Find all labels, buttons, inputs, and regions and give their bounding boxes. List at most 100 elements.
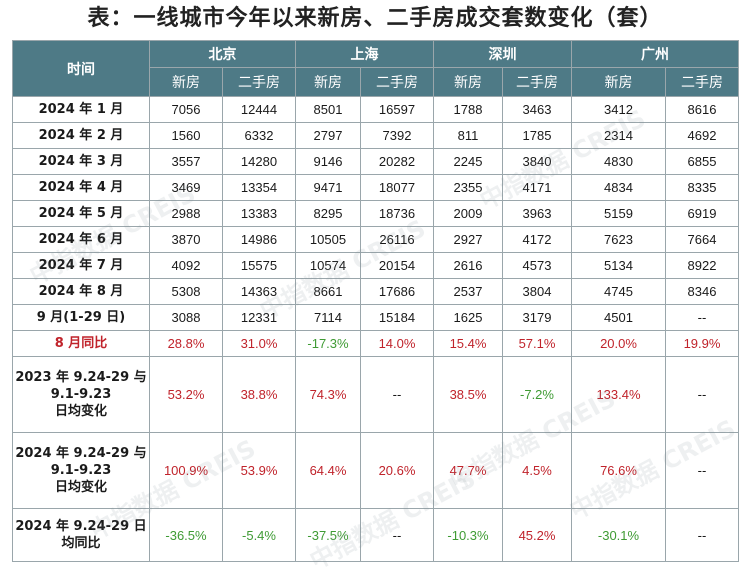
row-label-line: 9.1-9.23 xyxy=(50,463,112,478)
value-cell: 2355 xyxy=(433,174,503,201)
value-cell: 7392 xyxy=(360,122,434,149)
value-cell: 5134 xyxy=(571,252,666,279)
value-cell: 4745 xyxy=(571,278,666,305)
table-row: 2024 年 2 月 1560 6332 2797 7392 811 1785 2314 469… xyxy=(12,122,739,149)
value-cell: 8501 xyxy=(295,96,361,123)
city-header-shanghai: 上海 xyxy=(295,40,434,68)
value-cell: 12331 xyxy=(222,304,296,331)
value-cell: -- xyxy=(665,304,739,331)
value-cell: 20.0% xyxy=(571,330,666,357)
value-cell: 17686 xyxy=(360,278,434,305)
value-cell: 74.3% xyxy=(295,356,361,433)
value-cell: 9146 xyxy=(295,148,361,175)
value-cell: 2988 xyxy=(149,200,223,227)
value-cell: 3840 xyxy=(502,148,572,175)
value-cell: 57.1% xyxy=(502,330,572,357)
value-cell: -- xyxy=(665,356,739,433)
row-label-line: 2024 年 9.24-29 日 xyxy=(15,519,147,534)
sub-header-new: 新房 xyxy=(571,67,666,97)
value-cell: -7.2% xyxy=(502,356,572,433)
row-label: 2024 年 5 月 xyxy=(12,200,150,227)
city-header-shenzhen: 深圳 xyxy=(433,40,572,68)
value-cell: 4501 xyxy=(571,304,666,331)
value-cell: 38.8% xyxy=(222,356,296,433)
data-table: 时间 北京 上海 深圳 广州 新房 二手房 新房 二手房 新房 二手房 新房 二… xyxy=(12,40,739,562)
sub-header-resale: 二手房 xyxy=(502,67,572,97)
value-cell: 7114 xyxy=(295,304,361,331)
row-label: 2024 年 6 月 xyxy=(12,226,150,253)
value-cell: 4.5% xyxy=(502,432,572,509)
value-cell: 3179 xyxy=(502,304,572,331)
value-cell: 19.9% xyxy=(665,330,739,357)
value-cell: 18736 xyxy=(360,200,434,227)
value-cell: 1560 xyxy=(149,122,223,149)
value-cell: -- xyxy=(360,508,434,562)
value-cell: 31.0% xyxy=(222,330,296,357)
value-cell: 15184 xyxy=(360,304,434,331)
value-cell: 4692 xyxy=(665,122,739,149)
value-cell: 3469 xyxy=(149,174,223,201)
value-cell: 10505 xyxy=(295,226,361,253)
value-cell: 14363 xyxy=(222,278,296,305)
row-label: 2024 年 1 月 xyxy=(12,96,150,123)
value-cell: -5.4% xyxy=(222,508,296,562)
value-cell: 2927 xyxy=(433,226,503,253)
row-label: 8 月同比 xyxy=(12,330,150,357)
row-label-line: 2024 年 9.24-29 与 xyxy=(15,446,147,461)
value-cell: 8295 xyxy=(295,200,361,227)
row-label: 2024 年 9.24-29 与 9.1-9.23 日均变化 xyxy=(12,432,150,509)
value-cell: -- xyxy=(360,356,434,433)
value-cell: 1625 xyxy=(433,304,503,331)
value-cell: 4171 xyxy=(502,174,572,201)
value-cell: 4092 xyxy=(149,252,223,279)
value-cell: 14.0% xyxy=(360,330,434,357)
value-cell: -17.3% xyxy=(295,330,361,357)
value-cell: 16597 xyxy=(360,96,434,123)
value-cell: 53.2% xyxy=(149,356,223,433)
sub-header-new: 新房 xyxy=(433,67,503,97)
value-cell: 9471 xyxy=(295,174,361,201)
table-row: 2024 年 3 月 3557 14280 9146 20282 2245 3840 4830… xyxy=(12,148,739,175)
sub-header-resale: 二手房 xyxy=(222,67,296,97)
value-cell: -36.5% xyxy=(149,508,223,562)
value-cell: 26116 xyxy=(360,226,434,253)
value-cell: 1785 xyxy=(502,122,572,149)
value-cell: 13383 xyxy=(222,200,296,227)
value-cell: 2616 xyxy=(433,252,503,279)
table-row: 2024 年 7 月 4092 15575 10574 20154 2616 4573 513… xyxy=(12,252,739,279)
value-cell: 1788 xyxy=(433,96,503,123)
value-cell: 20282 xyxy=(360,148,434,175)
value-cell: 15575 xyxy=(222,252,296,279)
row-label-line: 2023 年 9.24-29 与 xyxy=(15,370,147,385)
row-label: 2024 年 7 月 xyxy=(12,252,150,279)
value-cell: 4172 xyxy=(502,226,572,253)
value-cell: 2009 xyxy=(433,200,503,227)
value-cell: 64.4% xyxy=(295,432,361,509)
value-cell: 2245 xyxy=(433,148,503,175)
value-cell: 3870 xyxy=(149,226,223,253)
value-cell: 2797 xyxy=(295,122,361,149)
row-label: 2024 年 9.24-29 日均同比 xyxy=(12,508,150,562)
value-cell: -30.1% xyxy=(571,508,666,562)
row-label: 2024 年 2 月 xyxy=(12,122,150,149)
sub-header-new: 新房 xyxy=(295,67,361,97)
value-cell: 4830 xyxy=(571,148,666,175)
row-label: 2024 年 4 月 xyxy=(12,174,150,201)
table-row: 8 月同比 28.8% 31.0% -17.3% 14.0% 15.4% 57.1% 20.0… xyxy=(12,330,739,357)
value-cell: 8616 xyxy=(665,96,739,123)
table-row: 2024 年 9.24-29 日均同比 -36.5% -5.4% -37.5% -- -1… xyxy=(12,508,739,562)
value-cell: 76.6% xyxy=(571,432,666,509)
value-cell: 3963 xyxy=(502,200,572,227)
value-cell: 4573 xyxy=(502,252,572,279)
row-label-line: 日均变化 xyxy=(54,480,107,495)
value-cell: 8335 xyxy=(665,174,739,201)
row-label: 2023 年 9.24-29 与 9.1-9.23 日均变化 xyxy=(12,356,150,433)
table-row: 2024 年 4 月 3469 13354 9471 18077 2355 4171 4834… xyxy=(12,174,739,201)
page-title: 表：一线城市今年以来新房、二手房成交套数变化（套） xyxy=(87,6,663,31)
table-row: 2023 年 9.24-29 与 9.1-9.23 日均变化 53.2% 38.8% 74… xyxy=(12,356,739,433)
value-cell: 4834 xyxy=(571,174,666,201)
value-cell: 2537 xyxy=(433,278,503,305)
value-cell: 3804 xyxy=(502,278,572,305)
value-cell: 14280 xyxy=(222,148,296,175)
value-cell: -37.5% xyxy=(295,508,361,562)
